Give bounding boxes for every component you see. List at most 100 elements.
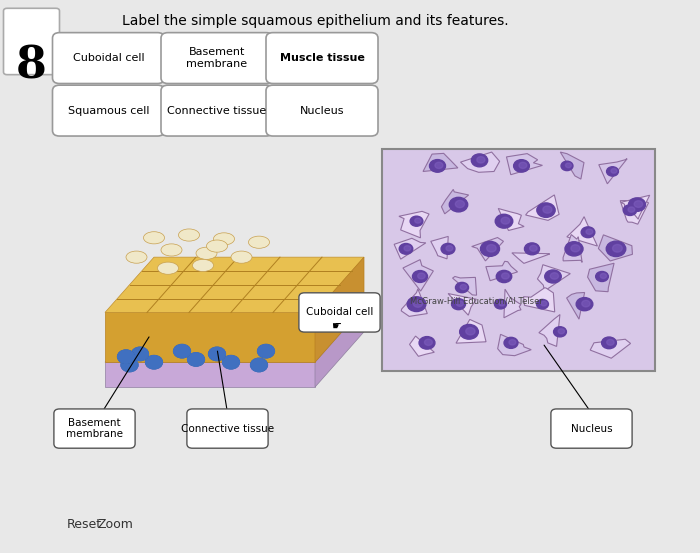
Circle shape <box>545 270 561 283</box>
Circle shape <box>460 325 478 339</box>
Polygon shape <box>621 195 650 219</box>
Circle shape <box>414 218 421 223</box>
Circle shape <box>146 356 162 369</box>
Polygon shape <box>105 307 364 362</box>
Text: Connective tissue: Connective tissue <box>167 106 267 116</box>
Polygon shape <box>461 152 500 173</box>
Polygon shape <box>453 276 477 295</box>
Ellipse shape <box>206 240 228 252</box>
Text: Squamous cell: Squamous cell <box>68 106 149 116</box>
FancyBboxPatch shape <box>382 149 654 371</box>
Text: Nucleus: Nucleus <box>300 106 344 116</box>
Circle shape <box>209 347 225 361</box>
Polygon shape <box>315 257 364 362</box>
FancyBboxPatch shape <box>266 33 378 84</box>
Circle shape <box>456 283 468 293</box>
Circle shape <box>118 350 134 363</box>
Circle shape <box>251 358 267 372</box>
Circle shape <box>611 169 617 173</box>
Circle shape <box>634 201 643 207</box>
Text: Muscle tissue: Muscle tissue <box>279 53 365 63</box>
Circle shape <box>582 300 590 307</box>
Circle shape <box>407 297 426 311</box>
Polygon shape <box>456 320 486 343</box>
Circle shape <box>223 356 239 369</box>
Circle shape <box>419 337 435 349</box>
Polygon shape <box>598 159 627 184</box>
Circle shape <box>607 167 618 176</box>
Circle shape <box>399 243 413 254</box>
Circle shape <box>146 356 162 369</box>
Polygon shape <box>566 293 584 319</box>
Circle shape <box>460 284 467 290</box>
Circle shape <box>121 358 138 372</box>
Circle shape <box>501 217 510 224</box>
Text: Label the simple squamous epithelium and its features.: Label the simple squamous epithelium and… <box>122 14 509 28</box>
FancyBboxPatch shape <box>551 409 632 448</box>
Circle shape <box>446 246 453 251</box>
Circle shape <box>524 243 540 255</box>
FancyBboxPatch shape <box>266 85 378 136</box>
Circle shape <box>596 272 608 281</box>
Circle shape <box>530 246 537 251</box>
Polygon shape <box>423 153 458 171</box>
Polygon shape <box>526 195 559 221</box>
Circle shape <box>541 301 547 306</box>
Text: Cuboidal cell: Cuboidal cell <box>306 307 373 317</box>
Circle shape <box>404 246 411 251</box>
Polygon shape <box>430 237 448 259</box>
Circle shape <box>504 337 518 348</box>
Circle shape <box>449 197 468 212</box>
Polygon shape <box>315 307 364 387</box>
Circle shape <box>118 350 134 363</box>
Polygon shape <box>105 257 364 312</box>
Polygon shape <box>620 201 648 224</box>
Polygon shape <box>539 315 560 346</box>
Polygon shape <box>403 259 433 291</box>
Circle shape <box>412 270 428 283</box>
FancyBboxPatch shape <box>54 409 135 448</box>
Ellipse shape <box>158 262 178 274</box>
FancyBboxPatch shape <box>161 33 273 84</box>
Ellipse shape <box>231 251 252 263</box>
Circle shape <box>566 163 571 168</box>
Circle shape <box>456 301 463 306</box>
Ellipse shape <box>178 229 199 241</box>
Circle shape <box>132 347 148 361</box>
Circle shape <box>550 273 559 279</box>
Circle shape <box>554 327 566 337</box>
Ellipse shape <box>126 251 147 263</box>
Circle shape <box>188 353 204 366</box>
Text: Basement
membrane: Basement membrane <box>66 418 123 440</box>
Text: Reset: Reset <box>66 518 102 531</box>
Circle shape <box>586 229 593 234</box>
Polygon shape <box>442 190 468 214</box>
Circle shape <box>174 345 190 358</box>
Polygon shape <box>105 362 315 387</box>
Circle shape <box>606 241 626 257</box>
Circle shape <box>628 207 635 212</box>
Ellipse shape <box>196 247 217 259</box>
Ellipse shape <box>214 233 235 245</box>
Text: Cuboidal cell: Cuboidal cell <box>73 53 144 63</box>
Circle shape <box>536 299 549 309</box>
Circle shape <box>188 353 204 366</box>
Circle shape <box>561 161 573 171</box>
Polygon shape <box>498 335 531 356</box>
Polygon shape <box>410 336 434 356</box>
Polygon shape <box>590 339 631 358</box>
Circle shape <box>258 345 274 358</box>
Circle shape <box>565 242 583 256</box>
Circle shape <box>501 273 510 279</box>
Polygon shape <box>394 238 426 259</box>
Ellipse shape <box>161 244 182 256</box>
Text: Basement
membrane: Basement membrane <box>186 47 248 69</box>
Polygon shape <box>448 294 476 315</box>
Circle shape <box>612 244 622 252</box>
Circle shape <box>581 227 595 238</box>
Polygon shape <box>567 217 597 246</box>
Circle shape <box>174 345 190 358</box>
Circle shape <box>601 337 617 349</box>
Circle shape <box>623 205 637 216</box>
Circle shape <box>496 270 512 283</box>
